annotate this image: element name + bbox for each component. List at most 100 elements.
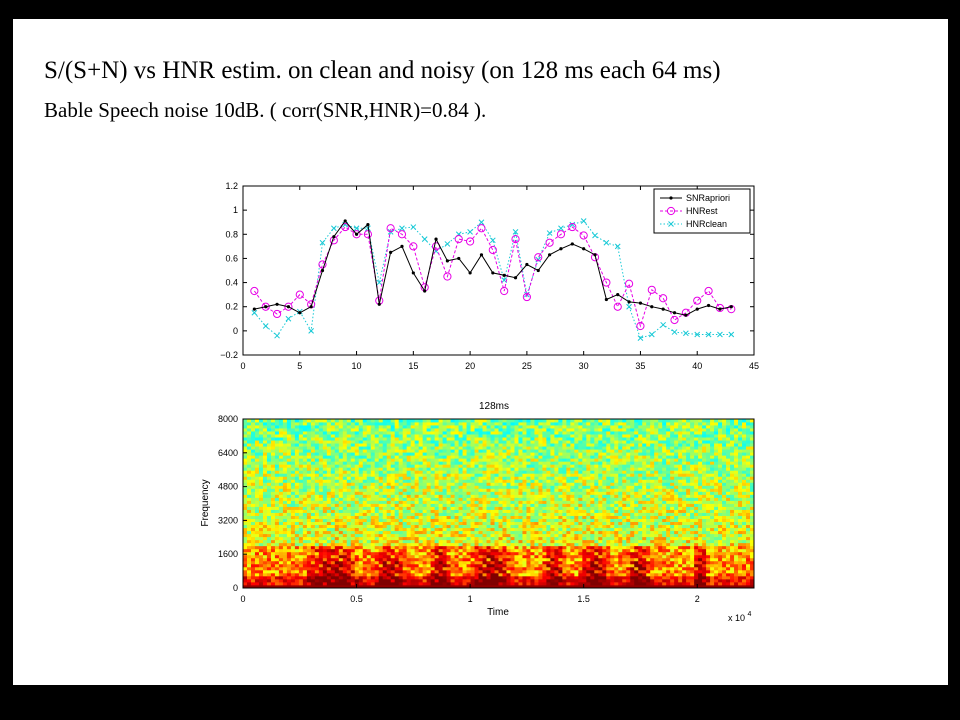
spectrogram-cell [382,551,388,556]
spectrogram-cell [378,524,384,529]
spectrogram-cell [302,449,308,453]
spectrogram-cell [546,533,551,538]
spectrogram-cell [438,434,444,438]
spectrogram-cell [278,548,284,553]
spectrogram-cell [454,539,459,544]
spectrogram-cell [558,485,563,489]
spectrogram-cell [414,473,420,477]
spectrogram-cell [286,446,292,450]
spectrogram-cell [390,479,396,483]
spectrogram-cell [498,521,503,526]
spectrogram-cell [494,530,499,535]
spectrogram-cell [382,527,388,532]
spectrogram-cell [446,464,451,468]
spectrogram-cell [286,527,292,532]
spectrogram-cell [430,494,436,498]
spectrogram-cell [446,455,451,459]
spectrogram-cell [530,545,535,550]
spectrogram-cell [302,419,308,423]
spectrogram-cell [390,491,396,495]
spectrogram-cell [490,539,495,544]
spectrogram-cell [470,548,475,553]
spectrogram-cell [354,566,360,571]
spectrogram-cell [414,584,420,589]
spectrogram-cell [326,518,332,523]
spectrogram-cell [338,518,344,523]
spectrogram-cell [538,437,543,441]
spectrogram-cell [522,503,527,507]
spectrogram-cell [346,494,352,498]
spectrogram-cell [274,431,280,435]
spectrogram-cell [382,518,388,523]
spectrogram-cell [422,455,428,459]
spectrogram-cell [310,434,316,438]
spectrogram-cell [378,575,384,580]
spectrogram-cell [322,548,328,553]
spectrogram-cell [466,497,471,501]
spectrogram-cell [518,581,523,586]
spectrogram-cell [346,461,352,465]
spectrogram-cell [354,518,360,523]
spectrogram-cell [510,452,515,456]
spectrogram-cell [322,446,328,450]
spectrogram-cell [582,530,587,535]
spectrogram-cell [478,506,483,510]
spectrogram-cell [246,500,252,504]
spectrogram-cell [270,533,276,538]
spectrogram-cell [494,533,499,538]
spectrogram-cell [570,473,575,477]
spectrogram-cell [314,518,320,523]
spectrogram-cell [334,548,340,553]
spectrogram-cell [534,515,539,519]
spectrogram-cell [534,461,539,465]
spectrogram-cell [470,581,475,586]
spectrogram-cell [322,527,328,532]
spectrogram-cell [478,518,483,523]
spectrogram-cell [330,563,336,568]
spectrogram-cell [442,431,447,435]
spectrogram-cell [358,563,364,568]
spectrogram-cell [530,569,535,574]
spectrogram-cell [358,449,364,453]
spectrogram-cell [374,512,380,516]
spectrogram-cell [554,494,559,498]
spectrogram-cell [446,458,451,462]
spectrogram-cell [462,497,467,501]
spectrogram-cell [438,467,444,471]
spectrogram-cell [274,425,280,429]
spectrogram-cell [474,566,479,571]
spectrogram-cell [382,581,388,586]
spectrogram-cell [526,479,531,483]
spectrogram-cell [406,473,412,477]
spectrogram-cell [514,518,519,523]
spectrogram-cell [322,581,328,586]
spectrogram-cell [538,575,543,580]
spectrogram-cell [294,455,300,459]
spectrogram-cell [246,512,252,516]
spectrogram-cell [386,563,392,568]
spectrogram-cell [570,479,575,483]
spectrogram-cell [454,530,459,535]
spectrogram-cell [374,539,380,544]
spectrogram-cell [494,518,499,523]
spectrogram-cell [454,524,459,529]
spectrogram-cell [246,467,252,471]
spectrogram-cell [534,533,539,538]
spectrogram-cell [266,434,272,438]
spectrogram-cell [502,470,507,474]
spectrogram-cell [266,446,272,450]
spectrogram-cell [282,566,288,571]
spectrogram-cell [358,428,364,432]
spectrogram-cell [406,425,412,429]
spectrogram-cell [550,518,555,523]
spectrogram-cell [250,446,256,450]
spectrogram-cell [254,530,260,535]
spectrogram-cell [522,548,527,553]
spectrogram-cell [478,485,483,489]
spectrogram-cell [366,542,372,547]
spectrogram-cell [294,578,300,583]
spectrogram-cell [274,503,280,507]
data-point [669,196,673,200]
spectrogram-cell [254,494,260,498]
spectrogram-cell [274,494,280,498]
